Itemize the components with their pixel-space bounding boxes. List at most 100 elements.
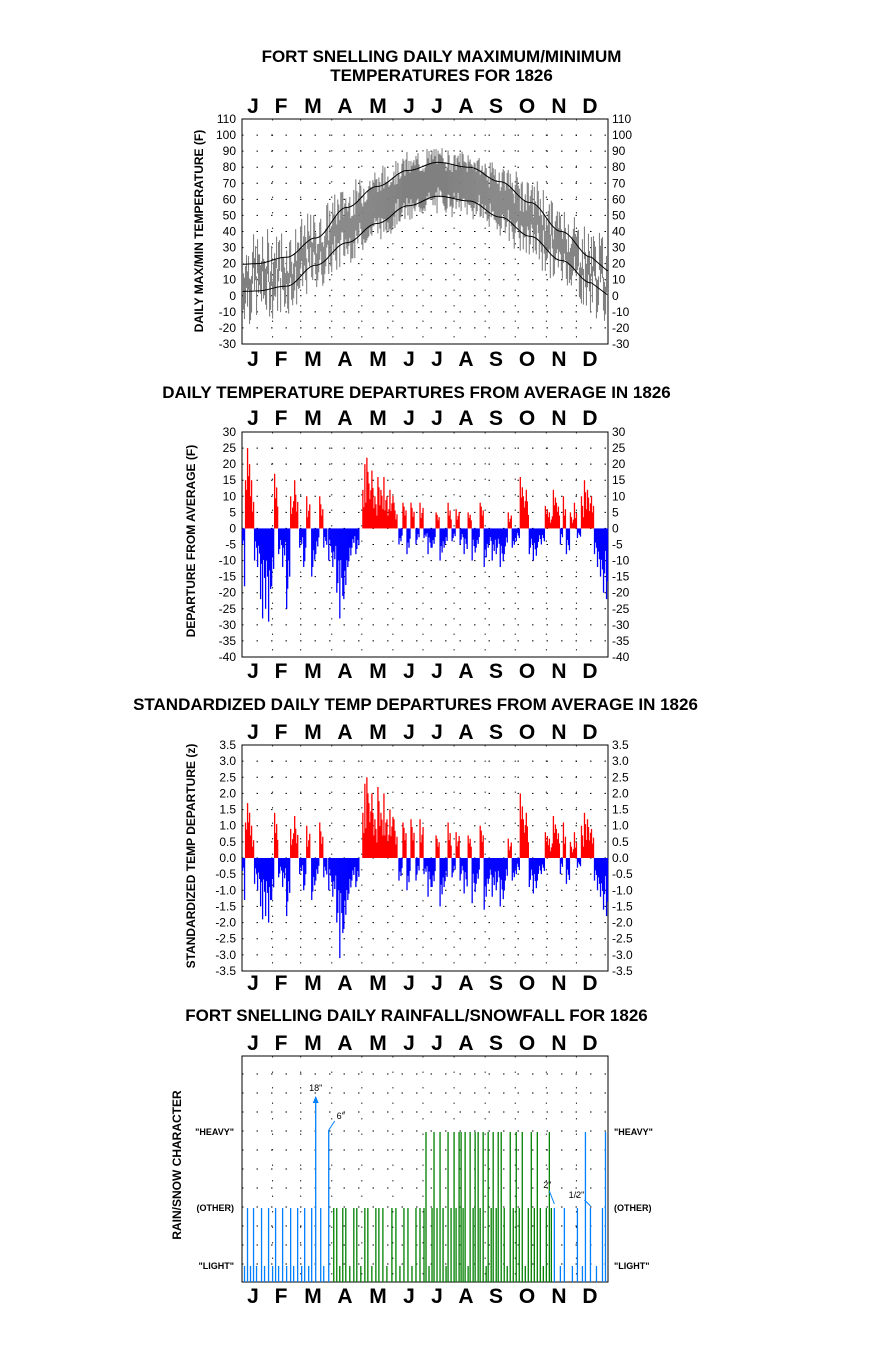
departure-bar-negative — [282, 528, 284, 567]
departure-bar-negative — [540, 858, 543, 875]
departure-bar-negative — [353, 528, 355, 543]
departure-bar-negative — [317, 528, 319, 547]
chart3-ytick-left: 1.5 — [219, 803, 236, 817]
departure-bar-negative — [254, 528, 257, 542]
chart3-month-label-top: M — [369, 721, 387, 744]
chart4-title: FORT SNELLING DAILY RAINFALL/SNOWFALL FO… — [185, 1006, 648, 1025]
departure-bar-negative — [271, 858, 274, 879]
departure-bar-positive — [390, 511, 392, 529]
chart1-ytick-right: 20 — [612, 257, 626, 271]
departure-bar-negative — [269, 528, 272, 590]
chart2-month-label-top: A — [458, 407, 473, 430]
departure-bar-positive — [422, 827, 424, 858]
chart1-month-label-bottom: M — [369, 348, 387, 371]
departure-bar-positive — [248, 812, 251, 858]
departure-bar-positive — [296, 511, 298, 529]
departure-bar-positive — [548, 838, 551, 858]
departure-bar-positive — [251, 511, 254, 529]
departure-bar-positive — [296, 843, 298, 858]
departure-bar-negative — [536, 528, 539, 548]
departure-bar-negative — [568, 528, 571, 551]
departure-bar-negative — [285, 858, 287, 869]
departure-bar-negative — [517, 858, 519, 867]
departure-bar-negative — [288, 528, 290, 561]
departure-bar-positive — [435, 835, 437, 858]
departure-bar-negative — [287, 858, 289, 902]
departure-bar-positive — [366, 777, 368, 858]
departure-bar-positive — [420, 518, 422, 529]
departure-bar-positive — [585, 839, 588, 858]
chart3-ytick-left: -2.5 — [215, 932, 236, 946]
departure-bar-positive — [362, 812, 364, 858]
departure-bar-negative — [416, 528, 418, 540]
departure-bar-negative — [336, 528, 338, 593]
chart2-ytick-right: -5 — [612, 538, 623, 552]
departure-bar-negative — [341, 858, 343, 914]
departure-bar-negative — [463, 528, 465, 555]
departure-bar-negative — [302, 528, 304, 538]
departure-bar-negative — [539, 858, 542, 871]
departure-bar-negative — [300, 858, 302, 868]
chart1-ytick-right: -20 — [612, 321, 630, 335]
departure-bar-positive — [582, 517, 585, 529]
departure-bar-negative — [400, 858, 402, 877]
departure-bar-positive — [592, 505, 595, 529]
departure-bar-negative — [241, 858, 244, 871]
departure-bar-positive — [479, 825, 481, 858]
chart2-ytick-right: -10 — [612, 554, 630, 568]
departure-bar-negative — [304, 528, 306, 562]
departure-bar-negative — [446, 528, 448, 541]
departure-bar-negative — [515, 528, 517, 542]
departure-bar-negative — [599, 858, 602, 897]
departure-bar-positive — [291, 513, 293, 529]
departure-bar-positive — [276, 506, 279, 529]
departure-bar-positive — [422, 507, 424, 529]
departure-bar-positive — [294, 816, 296, 858]
normal-max-line — [242, 161, 608, 272]
departure-bar-negative — [530, 858, 532, 870]
departure-bar-positive — [527, 514, 529, 529]
departure-bar-negative — [428, 858, 430, 872]
departure-bar-negative — [325, 858, 327, 871]
departure-bar-positive — [275, 487, 278, 529]
departure-bar-positive — [455, 509, 457, 529]
departure-bar-negative — [601, 858, 604, 891]
departure-bar-negative — [281, 528, 283, 546]
departure-bar-positive — [385, 500, 387, 529]
departure-bar-negative — [483, 858, 485, 910]
chart1-month-label-bottom: A — [458, 348, 473, 371]
departure-bar-negative — [337, 858, 339, 913]
departure-bar-positive — [591, 512, 594, 529]
departure-bar-negative — [399, 858, 401, 872]
departure-bar-negative — [439, 858, 441, 907]
departure-bar-negative — [243, 528, 246, 587]
departure-bar-negative — [565, 528, 568, 555]
departure-bar-positive — [246, 803, 249, 858]
chart2-month-label-bottom: A — [458, 660, 473, 683]
chart4-ytick-left: "HEAVY" — [195, 1127, 234, 1137]
departure-bar-positive — [573, 502, 576, 529]
departure-bar-negative — [351, 528, 353, 548]
departure-bar-positive — [525, 489, 527, 529]
departure-bar-negative — [255, 528, 258, 548]
departure-bar-negative — [459, 858, 461, 881]
departure-bar-negative — [315, 528, 317, 555]
chart1-ytick-left: 20 — [223, 257, 237, 271]
chart1-month-label-bottom: J — [403, 348, 415, 371]
chart3-month-label-top: O — [519, 721, 535, 744]
departure-bar-negative — [595, 858, 598, 875]
departure-bar-negative — [529, 858, 531, 880]
departure-bar-positive — [587, 827, 590, 858]
departure-bar-negative — [261, 528, 264, 619]
departure-bar-negative — [498, 528, 500, 544]
chart2-month-label-top: S — [489, 407, 503, 430]
chart4-month-label-bottom: J — [431, 1285, 443, 1308]
departure-bar-negative — [605, 858, 608, 917]
departure-bar-negative — [503, 858, 505, 891]
departure-bar-negative — [262, 528, 265, 560]
departure-bar-negative — [440, 858, 442, 885]
departure-bar-negative — [418, 858, 420, 871]
departure-bar-positive — [367, 471, 369, 529]
departure-bar-negative — [594, 858, 597, 871]
departure-bar-positive — [589, 503, 592, 529]
